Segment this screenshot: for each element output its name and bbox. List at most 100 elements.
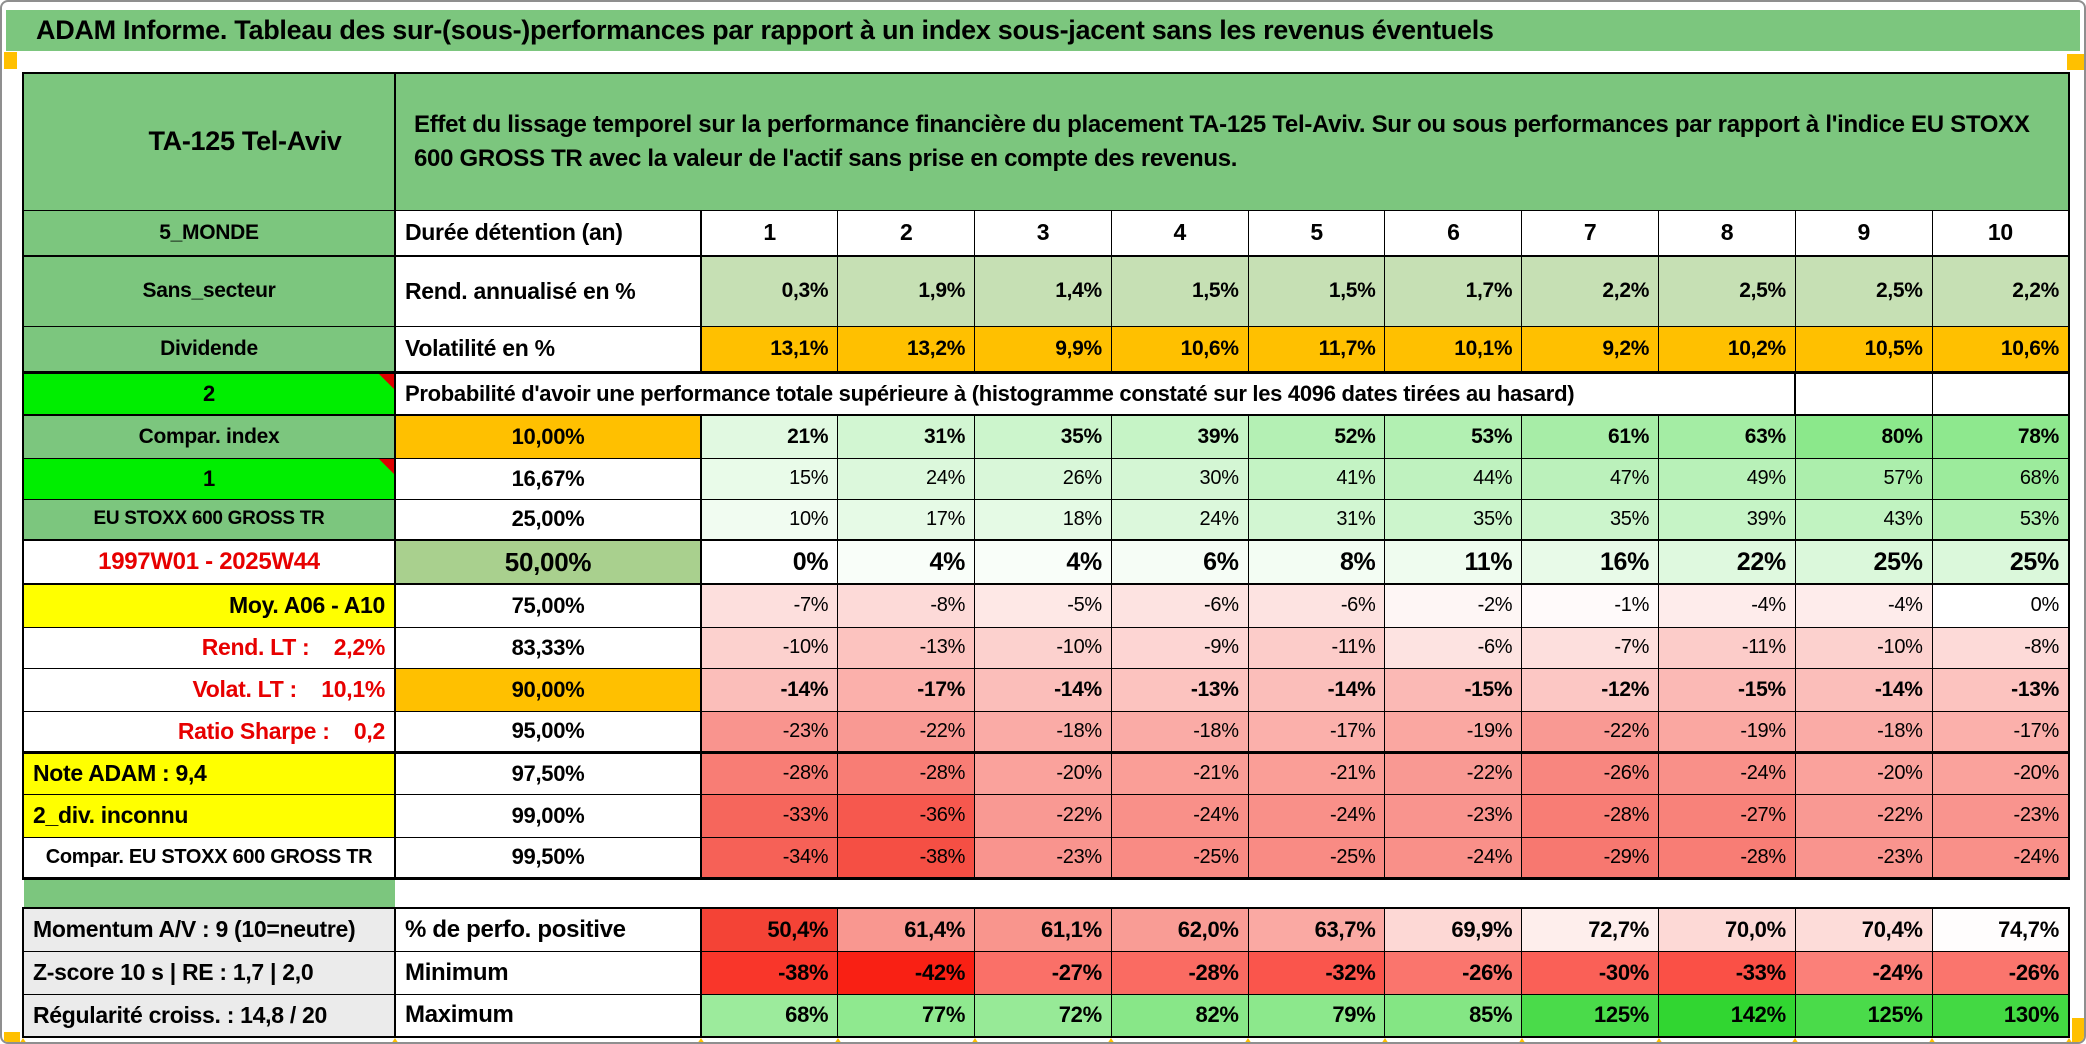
cell-p75-9[interactable]: -4%	[1794, 583, 1933, 628]
sublabel-p995[interactable]: 99,50%	[394, 836, 702, 879]
cell-p95-4[interactable]: -18%	[1110, 710, 1249, 754]
cell-rend-annualise-5[interactable]: 1,5%	[1247, 255, 1386, 327]
cell-p95-8[interactable]: -19%	[1658, 710, 1796, 754]
cell-volatilite-8[interactable]: 10,2%	[1658, 325, 1796, 374]
cell-perfo-positive-3[interactable]: 61,1%	[974, 907, 1112, 952]
cell-minimum-6[interactable]: -26%	[1384, 950, 1523, 995]
cell-p10-3[interactable]: 35%	[974, 414, 1112, 459]
cell-p99-1[interactable]: -33%	[700, 793, 839, 838]
label-duree[interactable]: 5_MONDE	[22, 209, 396, 257]
cell-rend-annualise-7[interactable]: 2,2%	[1521, 255, 1660, 327]
cell-p975-2[interactable]: -28%	[837, 751, 976, 795]
cell-p75-2[interactable]: -8%	[837, 583, 976, 628]
cell-p50-2[interactable]: 4%	[837, 539, 976, 585]
cell-p25-6[interactable]: 35%	[1384, 498, 1523, 541]
cell-maximum-10[interactable]: 130%	[1931, 993, 2070, 1038]
cell-duree-10[interactable]: 10	[1931, 209, 2070, 257]
cell-p975-6[interactable]: -22%	[1384, 751, 1523, 795]
label-p95[interactable]: Ratio Sharpe : 0,2	[22, 710, 396, 754]
cell-rend-annualise-1[interactable]: 0,3%	[700, 255, 839, 327]
cell-p995-1[interactable]: -34%	[700, 836, 839, 879]
sublabel-p95[interactable]: 95,00%	[394, 710, 702, 754]
cell-duree-5[interactable]: 5	[1247, 209, 1386, 257]
cell-p16-9[interactable]: 57%	[1794, 457, 1933, 500]
cell-duree-3[interactable]: 3	[974, 209, 1112, 257]
cell-p25-3[interactable]: 18%	[974, 498, 1112, 541]
cell-rend-annualise-6[interactable]: 1,7%	[1384, 255, 1523, 327]
cell-rend-annualise-4[interactable]: 1,5%	[1110, 255, 1249, 327]
cell-minimum-1[interactable]: -38%	[700, 950, 839, 995]
sublabel-rend-annualise[interactable]: Rend. annualisé en %	[394, 255, 702, 327]
cell-p50-1[interactable]: 0%	[700, 539, 839, 585]
cell-rend-annualise-8[interactable]: 2,5%	[1658, 255, 1796, 327]
cell-p25-1[interactable]: 10%	[700, 498, 839, 541]
cell-p75-4[interactable]: -6%	[1110, 583, 1249, 628]
label-maximum[interactable]: Régularité croiss. : 14,8 / 20	[22, 993, 396, 1038]
cell-p50-7[interactable]: 16%	[1521, 539, 1660, 585]
cell-p995-9[interactable]: -23%	[1794, 836, 1933, 879]
cell-minimum-5[interactable]: -32%	[1247, 950, 1386, 995]
cell-p83-7[interactable]: -7%	[1521, 626, 1660, 669]
cell-p90-10[interactable]: -13%	[1931, 667, 2070, 712]
cell-p25-2[interactable]: 17%	[837, 498, 976, 541]
cell-p975-9[interactable]: -20%	[1794, 751, 1933, 795]
cell-duree-7[interactable]: 7	[1521, 209, 1660, 257]
cell-rend-annualise-3[interactable]: 1,4%	[974, 255, 1112, 327]
cell-maximum-7[interactable]: 125%	[1521, 993, 1660, 1038]
cell-p83-2[interactable]: -13%	[837, 626, 976, 669]
cell-minimum-2[interactable]: -42%	[837, 950, 976, 995]
cell-volatilite-7[interactable]: 9,2%	[1521, 325, 1660, 374]
cell-p16-6[interactable]: 44%	[1384, 457, 1523, 500]
cell-p50-3[interactable]: 4%	[974, 539, 1112, 585]
sublabel-p25[interactable]: 25,00%	[394, 498, 702, 541]
cell-p95-10[interactable]: -17%	[1931, 710, 2070, 754]
cell-p50-9[interactable]: 25%	[1794, 539, 1933, 585]
cell-maximum-5[interactable]: 79%	[1247, 993, 1386, 1038]
cell-p95-6[interactable]: -19%	[1384, 710, 1523, 754]
cell-maximum-1[interactable]: 68%	[700, 993, 839, 1038]
cell-p16-5[interactable]: 41%	[1247, 457, 1386, 500]
cell-p99-8[interactable]: -27%	[1658, 793, 1796, 838]
cell-prob-note-10[interactable]	[1931, 371, 2070, 416]
cell-p975-10[interactable]: -20%	[1931, 751, 2070, 795]
asset-name-cell[interactable]: TA-125 Tel-Aviv	[22, 72, 396, 211]
cell-p90-8[interactable]: -15%	[1658, 667, 1796, 712]
cell-p95-9[interactable]: -18%	[1794, 710, 1933, 754]
cell-p90-6[interactable]: -15%	[1384, 667, 1523, 712]
cell-volatilite-6[interactable]: 10,1%	[1384, 325, 1523, 374]
cell-p16-1[interactable]: 15%	[700, 457, 839, 500]
cell-p99-6[interactable]: -23%	[1384, 793, 1523, 838]
label-perfo-positive[interactable]: Momentum A/V : 9 (10=neutre)	[22, 907, 396, 952]
cell-p99-10[interactable]: -23%	[1931, 793, 2070, 838]
sublabel-maximum[interactable]: Maximum	[394, 993, 702, 1038]
sublabel-p90[interactable]: 90,00%	[394, 667, 702, 712]
cell-p10-6[interactable]: 53%	[1384, 414, 1523, 459]
cell-p16-2[interactable]: 24%	[837, 457, 976, 500]
cell-p995-7[interactable]: -29%	[1521, 836, 1660, 879]
cell-volatilite-4[interactable]: 10,6%	[1110, 325, 1249, 374]
cell-maximum-4[interactable]: 82%	[1110, 993, 1249, 1038]
cell-p10-8[interactable]: 63%	[1658, 414, 1796, 459]
label-rend-annualise[interactable]: Sans_secteur	[22, 255, 396, 327]
cell-p16-7[interactable]: 47%	[1521, 457, 1660, 500]
cell-maximum-3[interactable]: 72%	[974, 993, 1112, 1038]
cell-p995-5[interactable]: -25%	[1247, 836, 1386, 879]
cell-p975-5[interactable]: -21%	[1247, 751, 1386, 795]
sublabel-minimum[interactable]: Minimum	[394, 950, 702, 995]
cell-volatilite-9[interactable]: 10,5%	[1794, 325, 1933, 374]
label-minimum[interactable]: Z-score 10 s | RE : 1,7 | 2,0	[22, 950, 396, 995]
cell-volatilite-2[interactable]: 13,2%	[837, 325, 976, 374]
cell-duree-8[interactable]: 8	[1658, 209, 1796, 257]
cell-perfo-positive-4[interactable]: 62,0%	[1110, 907, 1249, 952]
sheet-title-cell[interactable]: ADAM Informe. Tableau des sur-(sous-)per…	[6, 10, 2080, 51]
cell-p75-3[interactable]: -5%	[974, 583, 1112, 628]
sublabel-p10[interactable]: 10,00%	[394, 414, 702, 459]
cell-maximum-9[interactable]: 125%	[1794, 993, 1933, 1038]
cell-p90-9[interactable]: -14%	[1794, 667, 1933, 712]
cell-p995-4[interactable]: -25%	[1110, 836, 1249, 879]
cell-duree-4[interactable]: 4	[1110, 209, 1249, 257]
cell-p10-7[interactable]: 61%	[1521, 414, 1660, 459]
cell-minimum-7[interactable]: -30%	[1521, 950, 1660, 995]
cell-p95-5[interactable]: -17%	[1247, 710, 1386, 754]
cell-p90-3[interactable]: -14%	[974, 667, 1112, 712]
